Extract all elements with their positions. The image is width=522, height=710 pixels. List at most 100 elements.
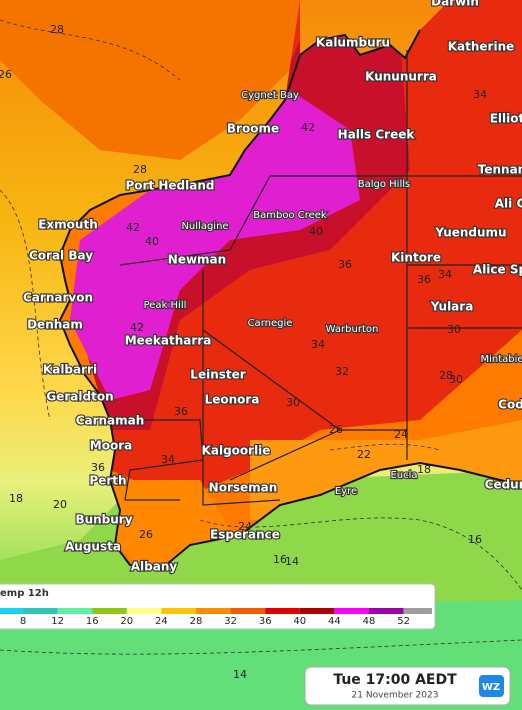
ocean-warm	[0, 0, 300, 160]
contour-label: 14	[285, 555, 299, 568]
place-label: Coral Bay	[29, 249, 93, 263]
contour-label: 22	[357, 448, 371, 461]
place-label: Cygnet Bay	[241, 90, 299, 101]
contour-label: 30	[449, 373, 463, 386]
legend-tick-label: 16	[86, 616, 99, 627]
place-label: Broome	[227, 122, 279, 136]
legend-tick-label: 48	[363, 616, 376, 627]
place-label: Eyre	[335, 486, 357, 497]
contour-label: 16	[273, 553, 287, 566]
legend-swatch	[0, 608, 23, 614]
place-label: Carnarvon	[23, 291, 93, 305]
time-panel	[304, 666, 511, 706]
coastline	[58, 29, 522, 572]
place-label: Balgo Hills	[358, 179, 410, 190]
place-label: Kalumburu	[316, 36, 390, 50]
place-label: Katherine	[448, 40, 515, 54]
contour-label: 40	[145, 235, 159, 248]
place-label: Port Hedland	[126, 179, 215, 193]
legend-swatch	[265, 608, 300, 614]
contour-label: 36	[174, 405, 188, 418]
logo-badge[interactable]	[479, 675, 504, 697]
legend-swatch	[196, 608, 231, 614]
legend-tick-label: 44	[328, 616, 341, 627]
contour-label: 42	[130, 321, 144, 334]
contour-label: 16	[468, 533, 482, 546]
contour-label: 26	[0, 68, 12, 81]
legend-tick-label: 52	[397, 616, 410, 627]
place-label: Bamboo Creek	[253, 210, 327, 221]
contour-label: 32	[335, 365, 349, 378]
contour-label: 40	[309, 225, 323, 238]
contour-label: 42	[126, 221, 140, 234]
contour-label: 20	[53, 498, 67, 511]
place-label: Norseman	[209, 481, 278, 495]
place-label: Darwin	[431, 0, 479, 9]
legend-tick-label: 32	[224, 616, 237, 627]
legend-tick-label: 12	[51, 616, 64, 627]
legend-swatch	[334, 608, 369, 614]
place-label: Carnamah	[76, 414, 145, 428]
place-label: Mintabie	[480, 354, 522, 365]
legend-tick-label: 36	[259, 616, 272, 627]
place-label: Alice Sp	[473, 263, 522, 277]
place-label: Yuendumu	[434, 226, 506, 240]
contour-label: 18	[417, 463, 431, 476]
place-label: Bunbury	[75, 513, 132, 527]
place-label: Nullagine	[181, 221, 228, 232]
legend-swatch	[92, 608, 127, 614]
place-label: Kununurra	[365, 70, 437, 84]
place-label: Leonora	[205, 393, 260, 407]
legend-tick-label: 8	[20, 616, 26, 627]
place-label: Cod	[498, 398, 522, 412]
place-label: Carnegie	[248, 318, 293, 329]
logo[interactable]: WZ	[482, 682, 500, 693]
legend-swatch	[230, 608, 266, 614]
place-label: Perth	[89, 474, 126, 488]
legend-tick-label: 40	[293, 616, 306, 627]
place-label: Exmouth	[38, 218, 98, 232]
place-label: Peak Hill	[144, 300, 187, 311]
time-date: 21 November 2023	[352, 691, 439, 701]
place-label: Elliot	[490, 112, 522, 126]
contour-label: 30	[286, 396, 300, 409]
legend-tick-label: 24	[155, 616, 168, 627]
legend-swatch	[57, 608, 93, 614]
place-label: Augusta	[65, 540, 121, 554]
contour-label: 28	[133, 163, 147, 176]
place-label: Ali C	[495, 197, 522, 211]
contour-label: 24	[238, 520, 252, 533]
contour-label: 28	[50, 23, 64, 36]
place-label: Esperance	[210, 528, 280, 542]
legend-tick-label: 28	[190, 616, 203, 627]
legend-swatch	[403, 608, 432, 614]
place-label: Halls Creek	[338, 128, 416, 142]
contour-label: 34	[438, 268, 452, 281]
boundaries	[119, 50, 522, 506]
time-label: Tue 17:00 AEDT	[333, 672, 457, 688]
legend-swatch	[299, 608, 335, 614]
place-label: Warburton	[326, 324, 379, 335]
legend-title: emp 12h	[0, 588, 49, 599]
contour-label: 36	[417, 273, 431, 286]
contour-label: 42	[301, 121, 315, 134]
place-label: Yulara	[430, 300, 474, 314]
place-label: Newman	[168, 253, 226, 267]
legend-swatch	[23, 608, 58, 614]
place-label: Albany	[131, 560, 178, 574]
contour-label: 14	[233, 668, 247, 681]
contour-label: 36	[91, 461, 105, 474]
contour-label: 18	[9, 492, 23, 505]
legend-swatch	[369, 608, 404, 614]
place-label: Tennan	[478, 163, 522, 177]
contour-label: 34	[473, 88, 487, 101]
contour-label: 28	[439, 369, 453, 382]
contour-label: 24	[394, 428, 408, 441]
place-label: Meekatharra	[125, 334, 212, 348]
place-label: Kalgoorlie	[202, 444, 271, 458]
legend-swatch	[161, 608, 196, 614]
contour-label: 26	[329, 423, 343, 436]
legend-swatch	[126, 608, 162, 614]
